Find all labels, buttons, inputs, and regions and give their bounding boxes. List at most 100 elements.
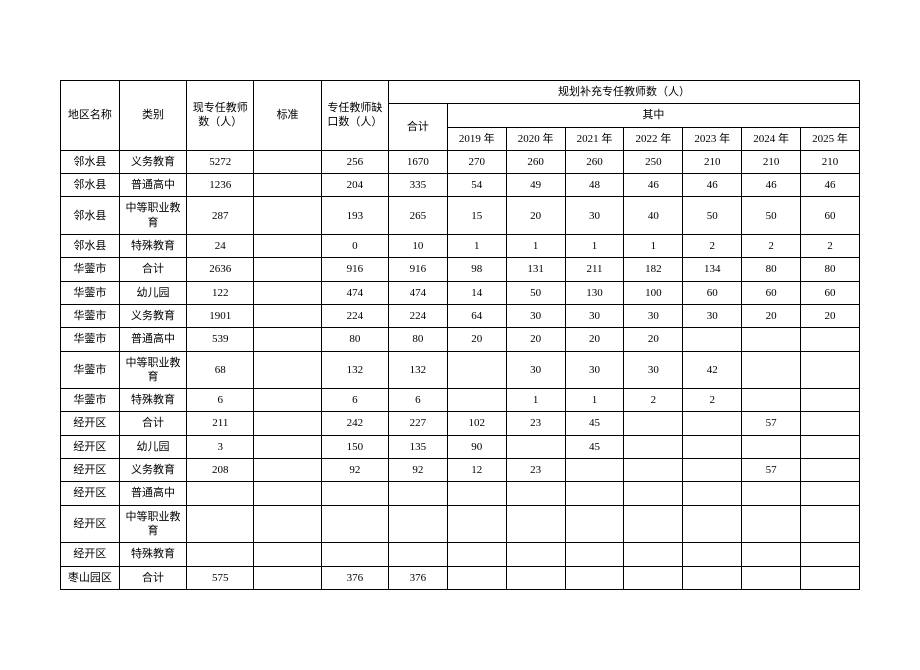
cell-standard [254, 435, 321, 458]
cell-y2024: 80 [742, 258, 801, 281]
cell-gap: 242 [321, 412, 388, 435]
cell-y2022 [624, 435, 683, 458]
cell-gap: 224 [321, 304, 388, 327]
cell-current: 1901 [187, 304, 254, 327]
table-row: 华蓥市中等职业教育6813213230303042 [61, 351, 860, 389]
cell-current: 2636 [187, 258, 254, 281]
cell-y2019 [447, 389, 506, 412]
header-2020: 2020 年 [506, 127, 565, 150]
cell-region: 邻水县 [61, 150, 120, 173]
header-standard: 标准 [254, 81, 321, 151]
cell-y2024 [742, 505, 801, 543]
cell-y2020 [506, 543, 565, 566]
cell-y2024 [742, 351, 801, 389]
cell-y2020: 23 [506, 412, 565, 435]
header-plan: 规划补充专任教师数（人） [388, 81, 859, 104]
cell-y2023: 2 [683, 389, 742, 412]
cell-standard [254, 258, 321, 281]
cell-y2024: 210 [742, 150, 801, 173]
cell-gap: 193 [321, 197, 388, 235]
cell-y2025: 2 [801, 235, 860, 258]
cell-total: 1670 [388, 150, 447, 173]
cell-y2019 [447, 543, 506, 566]
cell-total: 474 [388, 281, 447, 304]
cell-y2023 [683, 482, 742, 505]
cell-category: 中等职业教育 [119, 505, 186, 543]
cell-region: 邻水县 [61, 197, 120, 235]
cell-region: 华蓥市 [61, 258, 120, 281]
table-row: 邻水县中等职业教育28719326515203040505060 [61, 197, 860, 235]
cell-y2025 [801, 543, 860, 566]
cell-gap: 916 [321, 258, 388, 281]
cell-y2019: 102 [447, 412, 506, 435]
cell-y2025 [801, 389, 860, 412]
cell-y2022: 250 [624, 150, 683, 173]
cell-gap [321, 543, 388, 566]
cell-gap [321, 482, 388, 505]
cell-y2020: 20 [506, 197, 565, 235]
cell-total [388, 505, 447, 543]
cell-category: 义务教育 [119, 459, 186, 482]
cell-total: 92 [388, 459, 447, 482]
cell-y2023: 42 [683, 351, 742, 389]
cell-region: 经开区 [61, 505, 120, 543]
cell-gap: 80 [321, 328, 388, 351]
cell-y2024 [742, 328, 801, 351]
header-among: 其中 [447, 104, 859, 127]
header-2019: 2019 年 [447, 127, 506, 150]
cell-category: 合计 [119, 412, 186, 435]
header-2021: 2021 年 [565, 127, 624, 150]
cell-category: 特殊教育 [119, 389, 186, 412]
cell-y2024: 46 [742, 174, 801, 197]
cell-y2023: 2 [683, 235, 742, 258]
cell-standard [254, 412, 321, 435]
cell-y2023: 30 [683, 304, 742, 327]
cell-category: 普通高中 [119, 328, 186, 351]
cell-gap: 256 [321, 150, 388, 173]
cell-y2022 [624, 412, 683, 435]
cell-y2021: 30 [565, 351, 624, 389]
cell-y2022: 100 [624, 281, 683, 304]
cell-y2020: 23 [506, 459, 565, 482]
cell-y2019 [447, 505, 506, 543]
cell-y2020 [506, 566, 565, 589]
table-row: 经开区特殊教育 [61, 543, 860, 566]
cell-y2021: 20 [565, 328, 624, 351]
header-category: 类别 [119, 81, 186, 151]
cell-gap: 6 [321, 389, 388, 412]
table-row: 邻水县特殊教育240101111222 [61, 235, 860, 258]
table-row: 华蓥市幼儿园1224744741450130100606060 [61, 281, 860, 304]
cell-region: 华蓥市 [61, 389, 120, 412]
header-2022: 2022 年 [624, 127, 683, 150]
cell-y2024: 2 [742, 235, 801, 258]
cell-standard [254, 197, 321, 235]
cell-y2024 [742, 482, 801, 505]
cell-y2025 [801, 412, 860, 435]
cell-y2021: 1 [565, 235, 624, 258]
cell-gap: 92 [321, 459, 388, 482]
cell-y2021 [565, 459, 624, 482]
cell-y2021 [565, 482, 624, 505]
cell-current: 122 [187, 281, 254, 304]
cell-category: 普通高中 [119, 482, 186, 505]
cell-total: 376 [388, 566, 447, 589]
cell-current: 287 [187, 197, 254, 235]
table-row: 经开区合计211242227102234557 [61, 412, 860, 435]
cell-standard [254, 328, 321, 351]
cell-y2020: 49 [506, 174, 565, 197]
cell-y2025 [801, 435, 860, 458]
cell-gap: 204 [321, 174, 388, 197]
cell-current: 1236 [187, 174, 254, 197]
cell-region: 华蓥市 [61, 281, 120, 304]
cell-y2023 [683, 459, 742, 482]
cell-y2023 [683, 328, 742, 351]
cell-y2020: 1 [506, 389, 565, 412]
cell-y2023: 210 [683, 150, 742, 173]
cell-y2021: 260 [565, 150, 624, 173]
table-row: 邻水县普通高中123620433554494846464646 [61, 174, 860, 197]
cell-category: 合计 [119, 258, 186, 281]
cell-y2021: 30 [565, 197, 624, 235]
cell-y2025: 46 [801, 174, 860, 197]
cell-y2021: 45 [565, 435, 624, 458]
cell-category: 普通高中 [119, 174, 186, 197]
